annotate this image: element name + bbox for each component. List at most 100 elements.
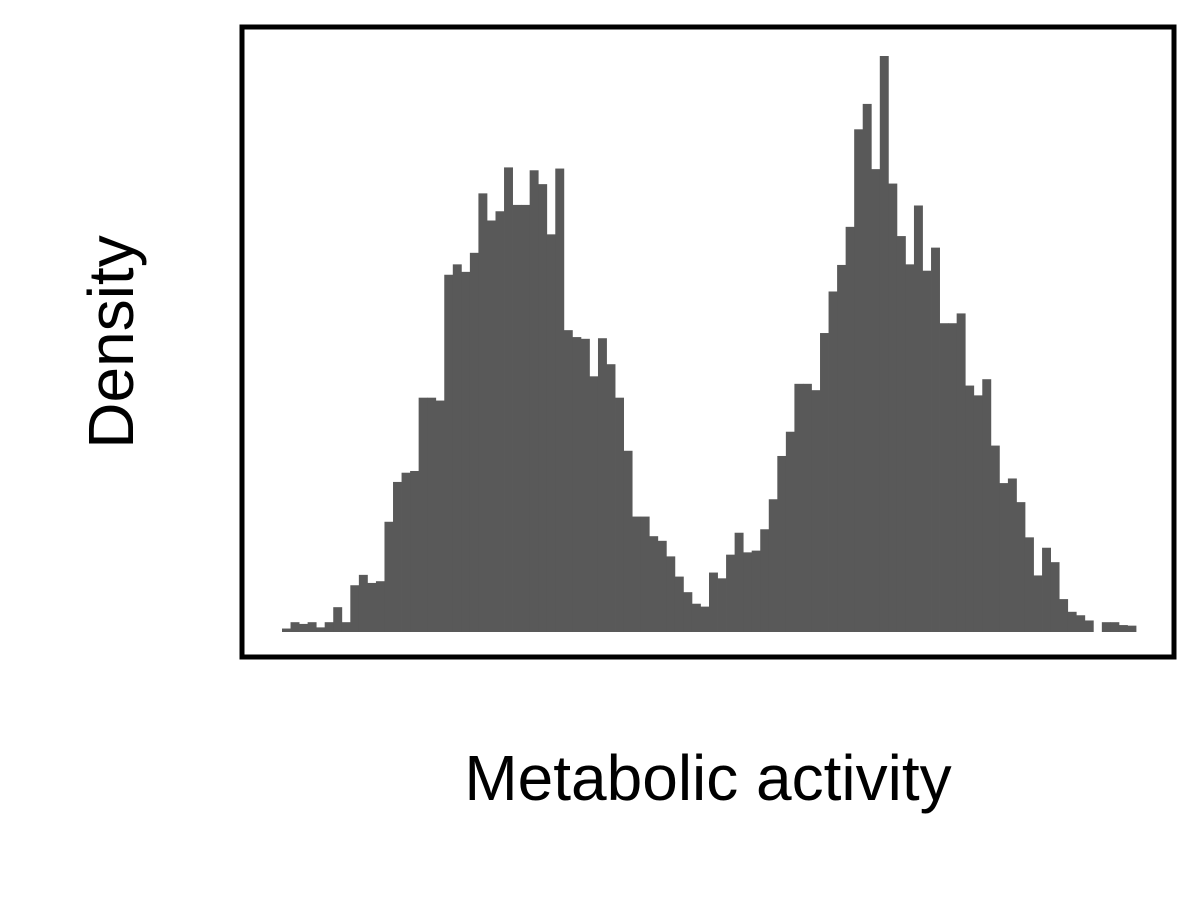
histogram-bar [726,554,736,632]
histogram-bar [896,236,906,632]
histogram-bar [375,581,385,632]
histogram-bar [546,234,556,632]
histogram-bars [282,56,1137,633]
histogram-bar [563,330,573,632]
histogram-bar [555,168,565,633]
histogram-bar [1076,615,1086,632]
histogram-bar [691,603,701,632]
histogram-bar [324,622,334,632]
histogram-bar [743,552,753,632]
histogram-bar [307,622,317,632]
histogram-bar [982,379,992,632]
histogram-bar [973,395,983,632]
histogram-bar [888,183,898,632]
histogram-bar [1016,502,1026,632]
histogram-bar [512,204,522,632]
histogram-bar [290,622,300,632]
histogram-bar [657,540,667,632]
histogram-bar [299,623,309,632]
histogram-bar [580,338,590,632]
histogram-bar [384,521,394,632]
histogram-bar [666,556,676,632]
histogram-bar [999,483,1009,632]
histogram-bar [879,56,889,632]
histogram-bar [717,578,727,632]
histogram-bar [956,313,966,632]
histogram-bar [768,499,778,632]
histogram-bar [589,376,599,632]
histogram-bar [358,574,368,632]
histogram-bar [871,169,881,632]
histogram-bar [820,333,829,632]
histogram-bar [785,431,795,632]
histogram-bar [495,211,505,632]
histogram-bar [401,472,411,632]
histogram-bar [845,226,855,632]
histogram-bar [632,516,642,632]
histogram-bar [922,270,932,632]
histogram-bar [1110,622,1120,632]
histogram-bar [350,585,360,632]
histogram-bar [1059,599,1069,632]
histogram-bar [965,385,975,632]
histogram-bar [1084,620,1094,632]
histogram-bar [367,582,377,632]
histogram-bar [538,184,548,632]
histogram-bar [316,627,326,632]
histogram-bar [1042,547,1051,632]
histogram-bar [931,247,940,632]
histogram-bar [615,397,624,632]
histogram-bar [521,204,531,632]
histogram-bar [410,470,420,632]
histogram-bar [700,606,710,632]
histogram-bar [282,628,291,632]
histogram-bar [1067,611,1077,632]
histogram-bar [529,170,539,633]
histogram-bar [461,271,471,632]
histogram-bar [794,383,804,632]
histogram-bar [418,397,428,632]
histogram-bar [811,390,821,632]
histogram-bar [640,516,650,632]
histogram-bar [444,274,454,632]
histogram-bar [623,450,633,632]
histogram-bar [478,193,488,632]
histogram-bar [486,220,496,632]
histogram-bar [427,397,437,632]
histogram-bar [393,481,402,632]
histogram-bar [606,364,616,632]
histogram-bar [709,572,718,632]
histogram-bar [469,252,479,632]
plot-frame [239,24,1177,660]
histogram-bar [341,622,351,632]
histogram-bar [990,445,1000,632]
histogram-bar [504,167,513,632]
histogram-bar [948,323,958,632]
histogram-bar [674,576,684,632]
histogram-bar [751,550,761,632]
histogram-bar [939,323,949,632]
histogram-bar [1050,562,1060,632]
histogram-bar [572,337,582,632]
histogram-bar [1024,537,1034,632]
histogram-bar [905,264,915,632]
histogram-bar [1127,625,1137,632]
histogram-bar [862,103,872,632]
histogram-bar [854,129,864,632]
histogram-bar [452,264,462,632]
histogram-bar [333,607,343,632]
histogram-bar [734,532,744,632]
histogram-bar [777,455,787,632]
x-axis-label: Metabolic activity [464,742,951,814]
y-axis-label: Density [75,235,147,448]
histogram-bar [1101,622,1111,632]
histogram-bar [1007,478,1017,632]
histogram-bar [802,383,812,632]
histogram-bar [828,291,838,632]
histogram-bar [597,338,607,632]
histogram-bar [913,205,923,633]
histogram-bar [1033,575,1043,632]
histogram-bar [837,264,847,632]
